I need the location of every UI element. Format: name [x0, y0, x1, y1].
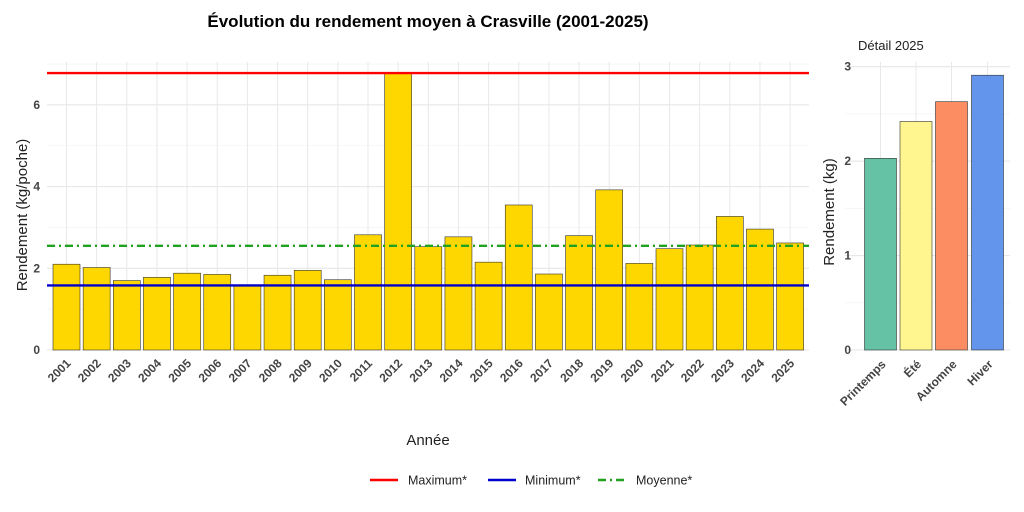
x-tick-label: 2006	[196, 356, 225, 385]
bar-2014	[444, 236, 473, 351]
x-tick-label: 2008	[256, 356, 285, 385]
bar-2008	[263, 274, 292, 351]
main-y-axis-title: Rendement (kg/poche)	[14, 139, 31, 292]
y-tick-label: 4	[33, 180, 40, 194]
x-tick-label: Hiver	[964, 357, 995, 388]
bar-2006	[203, 274, 232, 351]
y-tick-label: 0	[33, 343, 40, 357]
x-tick-label: 2020	[618, 356, 647, 385]
x-tick-label: 2025	[768, 356, 797, 385]
bar-2016	[504, 204, 533, 351]
bar-2007	[233, 285, 262, 351]
x-tick-label: Été	[900, 356, 924, 380]
y-tick-label: 1	[844, 249, 851, 263]
reference-lines	[47, 71, 809, 287]
x-tick-label: 2001	[45, 356, 74, 385]
bar-2012	[384, 72, 412, 351]
bar-2001	[52, 263, 81, 351]
bar-2024	[746, 228, 774, 351]
x-tick-label: 2022	[678, 356, 707, 385]
legend: Maximum* Minimum* Moyenne*	[370, 474, 692, 488]
bar-2020	[625, 263, 654, 351]
bar-2025	[776, 242, 804, 351]
x-tick-label: 2004	[135, 356, 164, 385]
x-tick-label: 2002	[75, 356, 104, 385]
x-tick-label: 2016	[497, 356, 526, 385]
main-chart-title: Évolution du rendement moyen à Crasville…	[207, 12, 648, 31]
bar-2023	[715, 216, 744, 351]
x-tick-label: 2007	[226, 356, 255, 385]
bar-2004	[143, 276, 171, 351]
bar-2022	[685, 244, 714, 351]
x-tick-label: 2014	[437, 356, 466, 385]
x-tick-label: 2012	[376, 356, 405, 385]
y-tick-label: 0	[844, 343, 851, 357]
bar-2017	[535, 273, 563, 351]
y-tick-label: 2	[844, 154, 851, 168]
bar-2015	[474, 261, 503, 351]
x-tick-label: 2018	[557, 356, 586, 385]
x-tick-label: 2023	[708, 356, 737, 385]
legend-label: Moyenne*	[636, 474, 692, 488]
bar-2003	[113, 280, 141, 351]
bar-2013	[414, 246, 443, 351]
bar-2011	[354, 234, 382, 351]
bar-2010	[324, 279, 352, 351]
bar-2002	[82, 267, 111, 351]
bar-2021	[655, 248, 684, 351]
legend-label: Maximum*	[408, 474, 467, 488]
x-tick-label: 2019	[588, 356, 617, 385]
bar-2018	[565, 235, 593, 351]
detail-y-ticks: 0 1 2 3	[844, 60, 851, 357]
x-tick-label: 2024	[738, 356, 767, 385]
detail-chart-title: Détail 2025	[858, 38, 924, 53]
x-tick-label: 2003	[105, 356, 134, 385]
x-tick-label: Printemps	[837, 357, 889, 409]
x-tick-label: 2005	[165, 356, 194, 385]
main-bars	[52, 72, 804, 351]
detail-bars	[864, 74, 1004, 351]
y-tick-label: 6	[33, 98, 40, 112]
bar-Été	[899, 121, 933, 351]
main-x-ticks: 2001 2002 2003 2004 2005 2006 2007 2008 2009 2010…	[45, 356, 798, 385]
bar-Printemps	[864, 158, 897, 351]
x-tick-label: 2010	[316, 356, 345, 385]
x-tick-label: 2015	[467, 356, 496, 385]
x-tick-label: 2011	[347, 356, 376, 385]
legend-label: Minimum*	[525, 474, 581, 488]
bar-2019	[595, 189, 624, 351]
y-tick-label: 3	[844, 60, 851, 74]
y-tick-label: 2	[33, 261, 40, 275]
bar-Automne	[935, 101, 968, 351]
main-y-ticks: 0 2 4 6	[33, 98, 40, 357]
x-tick-label: 2009	[286, 356, 315, 385]
x-tick-label: 2017	[527, 356, 556, 385]
x-tick-label: 2021	[648, 356, 677, 385]
x-tick-label: 2013	[407, 356, 436, 385]
detail-y-axis-title: Rendement (kg)	[821, 158, 838, 266]
bar-2009	[293, 270, 322, 351]
bar-Hiver	[971, 74, 1004, 351]
main-x-axis-title: Année	[406, 432, 449, 449]
